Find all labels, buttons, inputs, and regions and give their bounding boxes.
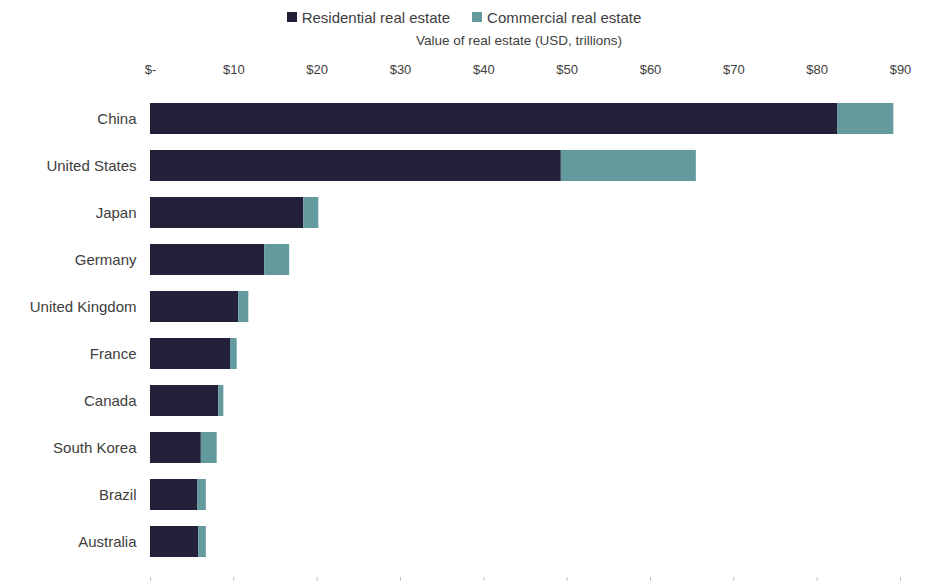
svg-text:$60: $60 bbox=[640, 62, 662, 77]
svg-text:France: France bbox=[90, 345, 137, 362]
svg-text:$10: $10 bbox=[223, 62, 245, 77]
svg-text:China: China bbox=[97, 110, 137, 127]
svg-text:$-: $- bbox=[145, 62, 157, 77]
svg-text:United Kingdom: United Kingdom bbox=[30, 298, 137, 315]
svg-text:$50: $50 bbox=[556, 62, 578, 77]
svg-text:Canada: Canada bbox=[84, 392, 137, 409]
html-text:Commercial real estate: Commercial real estate bbox=[487, 8, 642, 26]
html-text:Value of real estate (USD, tri: Value of real estate (USD, trillions) bbox=[416, 33, 622, 48]
svg-text:$90: $90 bbox=[890, 62, 912, 77]
svg-text:South Korea: South Korea bbox=[53, 439, 137, 456]
svg-text:United States: United States bbox=[46, 157, 136, 174]
svg-text:$80: $80 bbox=[806, 62, 828, 77]
svg-text:$30: $30 bbox=[390, 62, 412, 77]
html-text:Residential real estate: Residential real estate bbox=[301, 8, 451, 26]
svg-text:Germany: Germany bbox=[75, 251, 137, 268]
svg-text:$20: $20 bbox=[306, 62, 328, 77]
svg-text:$40: $40 bbox=[473, 62, 495, 77]
svg-text:Brazil: Brazil bbox=[99, 486, 137, 503]
svg-text:$70: $70 bbox=[723, 62, 745, 77]
svg-text:Australia: Australia bbox=[78, 533, 137, 550]
svg-text:Japan: Japan bbox=[96, 204, 137, 221]
